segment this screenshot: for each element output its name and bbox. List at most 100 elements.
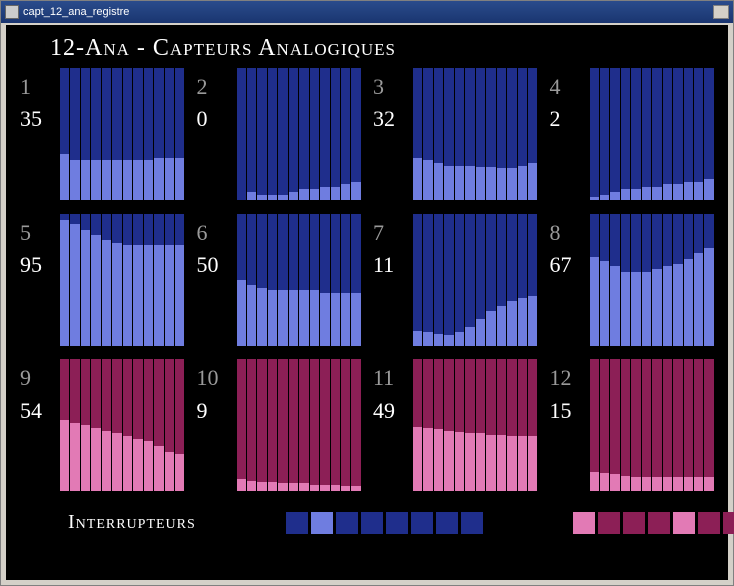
bar-value bbox=[278, 483, 287, 491]
bar bbox=[310, 214, 319, 346]
bar bbox=[102, 359, 111, 491]
bar-value bbox=[444, 431, 453, 492]
bar-value bbox=[81, 160, 90, 200]
bar-value bbox=[497, 168, 506, 200]
bar bbox=[257, 68, 266, 200]
bar bbox=[112, 68, 121, 200]
bar bbox=[70, 214, 79, 346]
bar-value bbox=[631, 477, 640, 492]
titlebar[interactable]: capt_12_ana_registre bbox=[1, 1, 733, 23]
bar-value bbox=[70, 423, 79, 492]
switch-b-5[interactable] bbox=[673, 512, 695, 534]
bar bbox=[102, 68, 111, 200]
switch-b-1[interactable] bbox=[573, 512, 595, 534]
switch-a-2[interactable] bbox=[311, 512, 333, 534]
chart-cell-6: 650 bbox=[197, 214, 362, 348]
bar bbox=[518, 359, 527, 491]
bar bbox=[289, 214, 298, 346]
bar-value bbox=[257, 288, 266, 346]
bar-value bbox=[642, 187, 651, 200]
bar bbox=[704, 68, 713, 200]
bar-value bbox=[694, 182, 703, 200]
bar bbox=[257, 359, 266, 491]
switch-a-5[interactable] bbox=[386, 512, 408, 534]
bar-value bbox=[465, 327, 474, 345]
bar-value bbox=[642, 272, 651, 346]
bar-value bbox=[310, 290, 319, 345]
bar bbox=[590, 214, 599, 346]
switch-b-3[interactable] bbox=[623, 512, 645, 534]
bar-value bbox=[91, 428, 100, 491]
bar-value bbox=[413, 158, 422, 200]
switch-a-6[interactable] bbox=[411, 512, 433, 534]
bar bbox=[341, 214, 350, 346]
bar bbox=[528, 359, 537, 491]
bar bbox=[175, 214, 184, 346]
bar-value bbox=[133, 439, 142, 492]
bar-value bbox=[507, 301, 516, 346]
bar-value bbox=[123, 245, 132, 345]
bar-value bbox=[486, 311, 495, 345]
bar-chart bbox=[60, 68, 185, 200]
bar-value bbox=[455, 332, 464, 345]
bar-value bbox=[444, 166, 453, 200]
charts-grid: 135203324259565071186795410911491215 bbox=[6, 68, 728, 493]
chart-labels: 1215 bbox=[550, 359, 584, 493]
bar bbox=[268, 359, 277, 491]
bar-value bbox=[299, 290, 308, 345]
bar bbox=[434, 359, 443, 491]
bar bbox=[81, 359, 90, 491]
bar bbox=[652, 68, 661, 200]
bar bbox=[507, 214, 516, 346]
bar-value bbox=[455, 166, 464, 200]
bar-value bbox=[486, 167, 495, 200]
switch-b-2[interactable] bbox=[598, 512, 620, 534]
bar bbox=[133, 214, 142, 346]
bar bbox=[175, 68, 184, 200]
switch-b-4[interactable] bbox=[648, 512, 670, 534]
bar-value bbox=[175, 245, 184, 345]
bar-value bbox=[112, 243, 121, 346]
switch-a-4[interactable] bbox=[361, 512, 383, 534]
bar-value bbox=[91, 235, 100, 346]
bar bbox=[247, 359, 256, 491]
bar-value bbox=[694, 477, 703, 492]
bar-value bbox=[278, 290, 287, 345]
bar bbox=[600, 359, 609, 491]
bar-value bbox=[476, 433, 485, 491]
bar bbox=[486, 359, 495, 491]
bar bbox=[123, 68, 132, 200]
bar bbox=[81, 214, 90, 346]
bar bbox=[465, 68, 474, 200]
bar bbox=[610, 359, 619, 491]
bar bbox=[60, 214, 69, 346]
chart-cell-8: 867 bbox=[550, 214, 715, 348]
chart-labels: 332 bbox=[373, 68, 407, 202]
bar-value bbox=[694, 253, 703, 345]
switch-a-1[interactable] bbox=[286, 512, 308, 534]
bar bbox=[237, 359, 246, 491]
switch-a-8[interactable] bbox=[461, 512, 483, 534]
switch-a-7[interactable] bbox=[436, 512, 458, 534]
bar-value bbox=[331, 187, 340, 200]
switch-b-6[interactable] bbox=[698, 512, 720, 534]
bar bbox=[486, 214, 495, 346]
bar bbox=[112, 214, 121, 346]
bar-value bbox=[341, 293, 350, 346]
bar bbox=[673, 359, 682, 491]
chart-labels: 595 bbox=[20, 214, 54, 348]
bar-value bbox=[444, 335, 453, 346]
switch-a-3[interactable] bbox=[336, 512, 358, 534]
bar-value bbox=[610, 192, 619, 200]
bar bbox=[247, 214, 256, 346]
chart-value: 11 bbox=[373, 252, 407, 278]
bar-value bbox=[247, 481, 256, 492]
bar bbox=[413, 68, 422, 200]
maximize-button[interactable] bbox=[713, 5, 729, 19]
bar-value bbox=[175, 158, 184, 200]
chart-index: 1 bbox=[20, 74, 54, 100]
bar bbox=[341, 68, 350, 200]
switch-b-7[interactable] bbox=[723, 512, 734, 534]
bar-value bbox=[91, 160, 100, 200]
chart-index: 10 bbox=[197, 365, 231, 391]
